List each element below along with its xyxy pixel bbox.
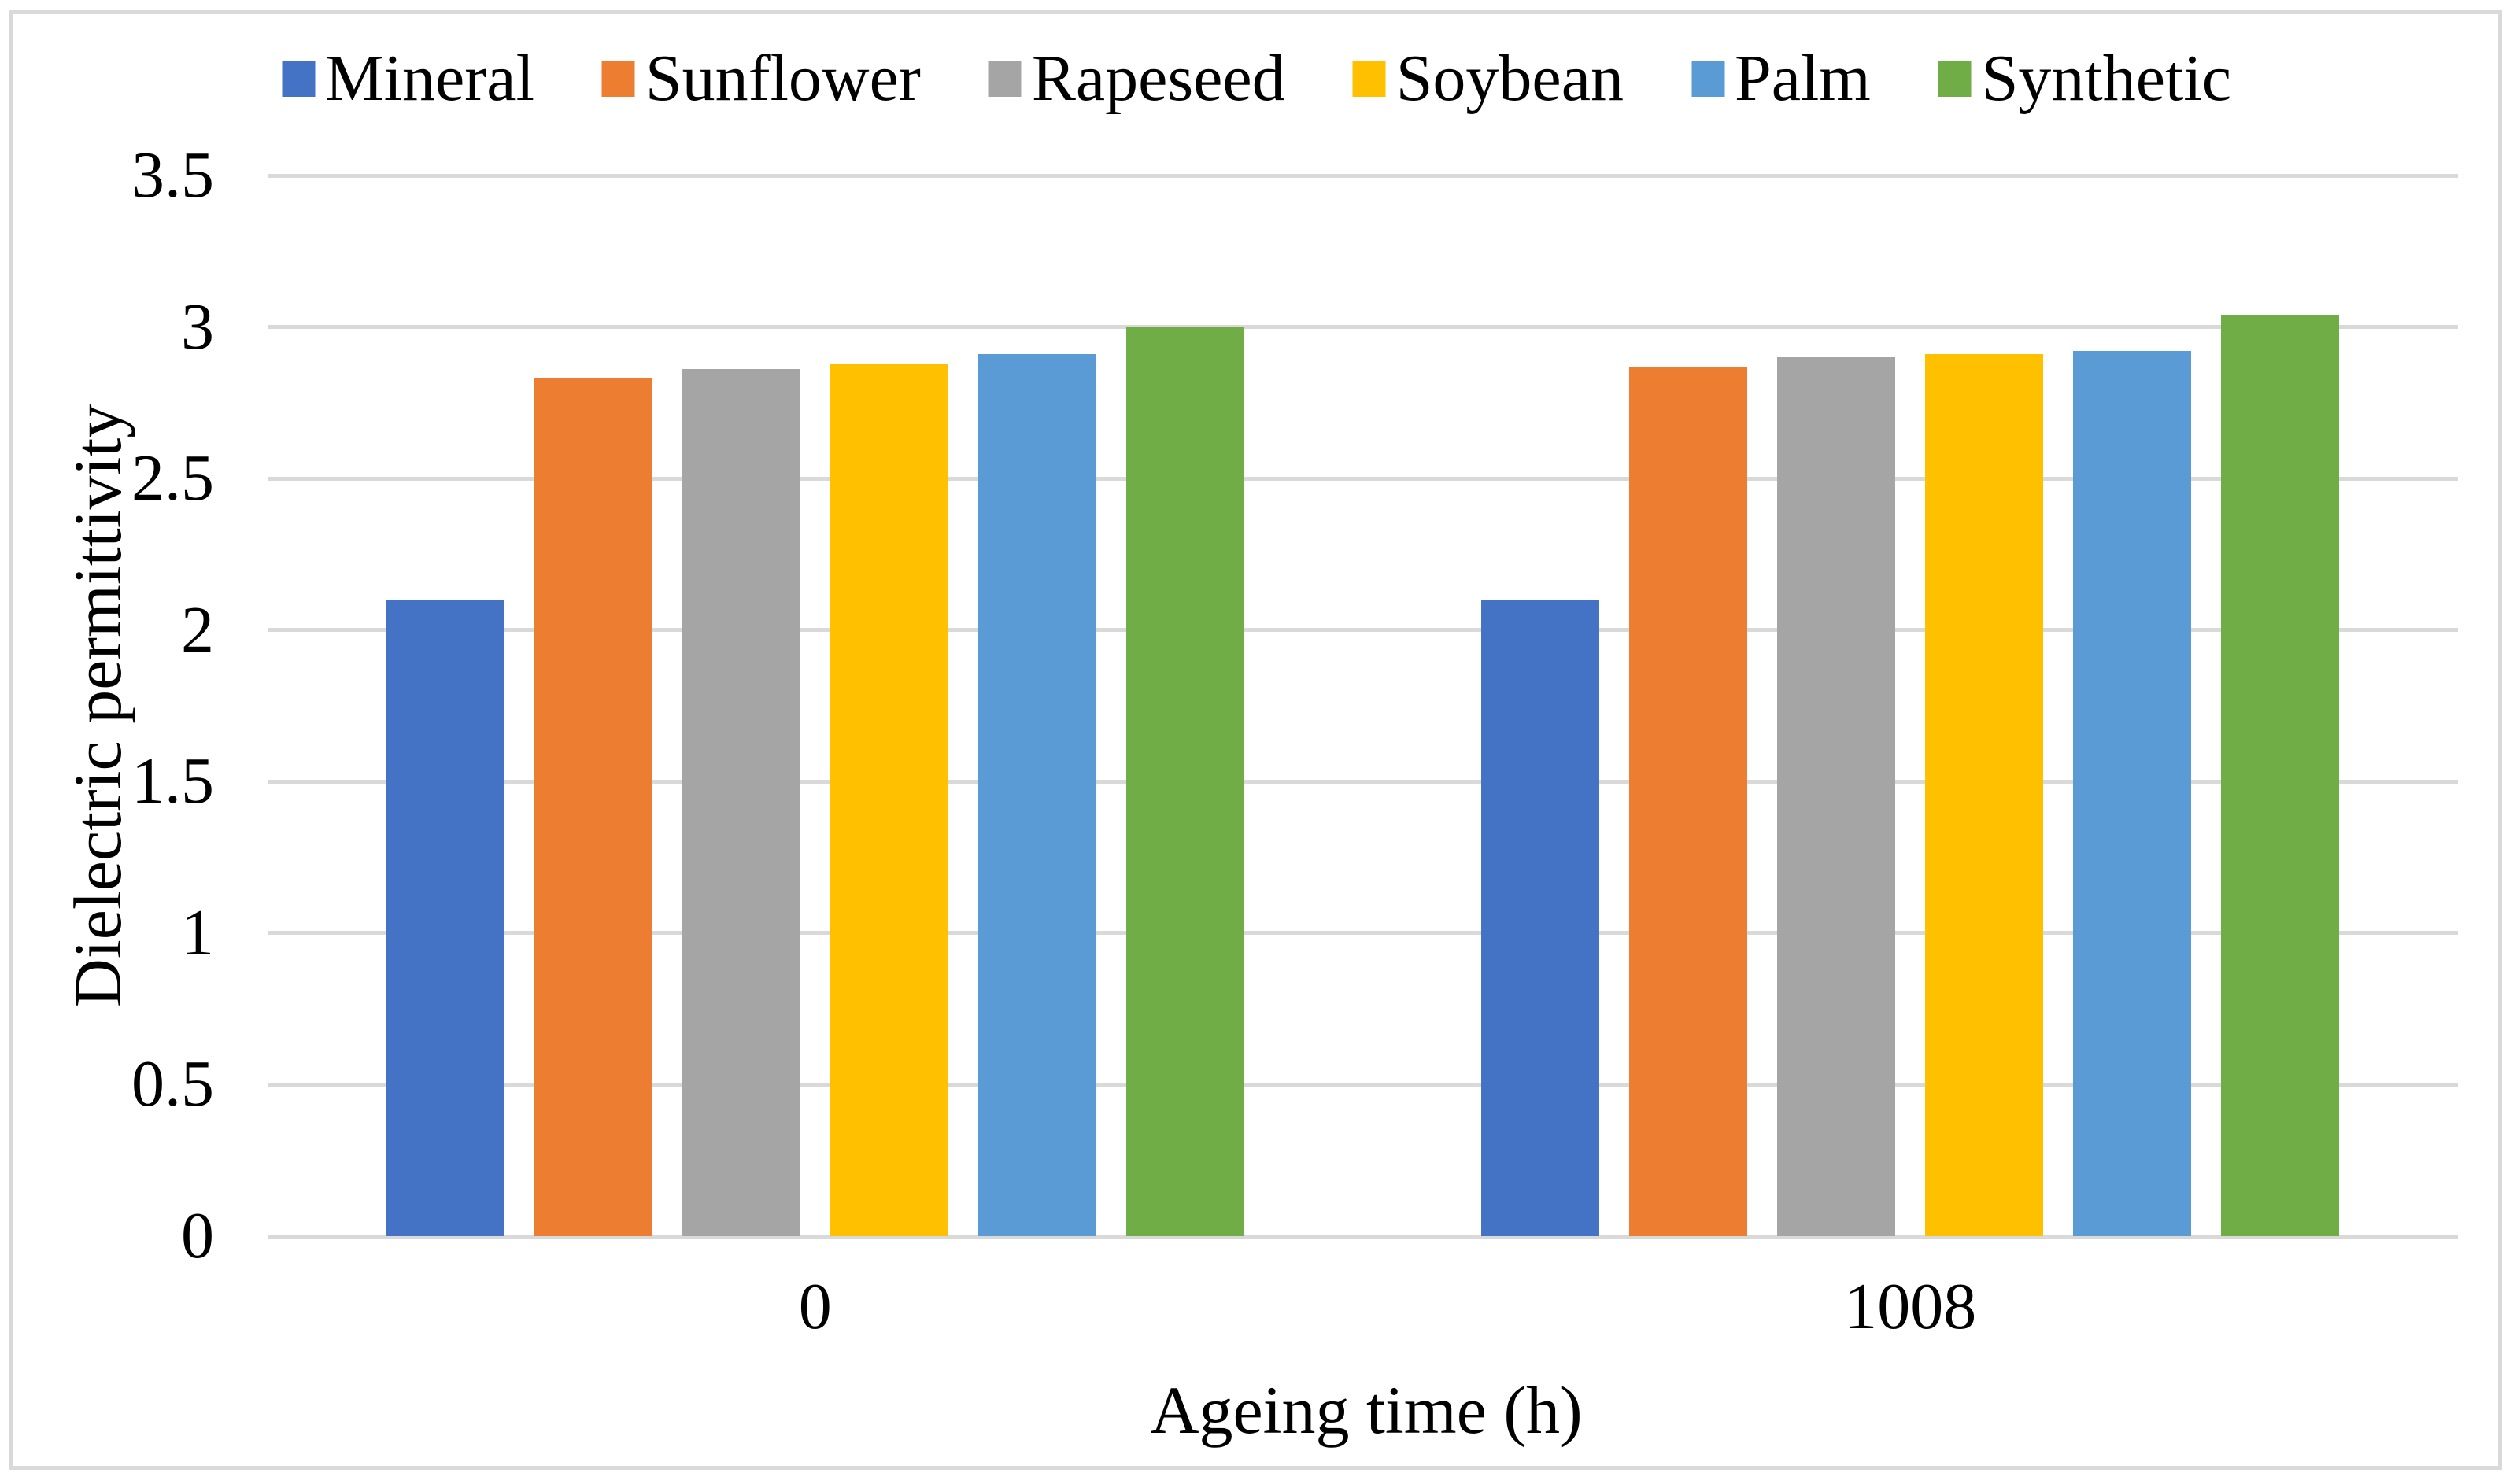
- bar-synthetic-0: [1125, 327, 1244, 1236]
- x-axis-title: Ageing time (h): [1150, 1372, 1583, 1448]
- gridline-0: [268, 1234, 2458, 1239]
- bar-palm-1008: [2073, 351, 2192, 1236]
- legend-label-mineral: Mineral: [325, 42, 534, 115]
- gridline-2: [268, 628, 2458, 633]
- legend-item-mineral: Mineral: [282, 41, 534, 116]
- legend-marker-mineral: [282, 61, 315, 97]
- gridline-2-5: [268, 476, 2458, 481]
- legend-item-rapeseed: Rapeseed: [988, 41, 1285, 116]
- gridline-0-5: [268, 1082, 2458, 1087]
- y-tick-label-1: 1: [181, 895, 214, 969]
- legend-marker-soybean: [1352, 61, 1386, 97]
- legend-item-synthetic: Synthetic: [1938, 41, 2231, 116]
- bar-synthetic-1008: [2221, 315, 2340, 1236]
- bar-mineral-0: [386, 600, 504, 1236]
- legend-item-soybean: Soybean: [1352, 41, 1624, 116]
- legend-item-sunflower: Sunflower: [601, 41, 921, 116]
- legend-label-synthetic: Synthetic: [1981, 42, 2231, 115]
- y-tick-label-1-5: 1.5: [131, 744, 214, 818]
- y-axis-title: Dielectric permittivity: [60, 404, 135, 1008]
- gridline-1: [268, 931, 2458, 936]
- chart-legend: Mineral Sunflower Rapeseed Soybean Palm Synth…: [282, 41, 2231, 116]
- legend-label-soybean: Soybean: [1395, 42, 1624, 115]
- legend-label-palm: Palm: [1735, 42, 1871, 115]
- gridline-3: [268, 325, 2458, 330]
- gridline-1-5: [268, 779, 2458, 784]
- bar-rapeseed-0: [682, 369, 800, 1236]
- legend-marker-synthetic: [1938, 61, 1972, 97]
- legend-marker-sunflower: [601, 61, 635, 97]
- y-tick-label-2: 2: [181, 592, 214, 666]
- legend-label-sunflower: Sunflower: [645, 42, 921, 115]
- bar-soybean-1008: [1925, 354, 2044, 1236]
- bar-soybean-0: [830, 363, 948, 1236]
- bar-mineral-1008: [1481, 600, 1600, 1236]
- bar-sunflower-1008: [1629, 366, 1748, 1236]
- gridline-3-5: [268, 173, 2458, 178]
- legend-label-rapeseed: Rapeseed: [1031, 42, 1285, 115]
- x-tick-label-1008: 1008: [1844, 1270, 1977, 1343]
- bar-rapeseed-1008: [1777, 357, 1896, 1236]
- y-tick-label-3-5: 3.5: [131, 138, 214, 212]
- plot-area: [268, 173, 2458, 1239]
- legend-marker-rapeseed: [988, 61, 1022, 97]
- legend-marker-palm: [1691, 61, 1725, 97]
- x-tick-label-0: 0: [798, 1270, 832, 1343]
- y-tick-label-0-5: 0.5: [131, 1047, 214, 1121]
- y-tick-label-0: 0: [181, 1199, 214, 1272]
- bar-palm-0: [977, 354, 1096, 1236]
- y-tick-label-3: 3: [181, 290, 214, 364]
- y-tick-label-2-5: 2.5: [131, 441, 214, 515]
- bar-sunflower-0: [534, 378, 652, 1236]
- legend-item-palm: Palm: [1691, 41, 1871, 116]
